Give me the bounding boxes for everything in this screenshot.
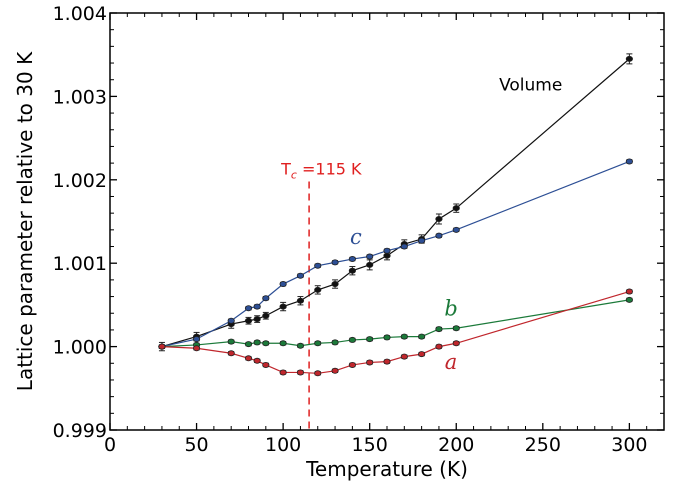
tc-label: Tc =115 K bbox=[280, 159, 362, 181]
series-line-volume bbox=[161, 58, 630, 348]
data-point bbox=[383, 247, 391, 254]
data-point bbox=[296, 342, 305, 349]
data-point bbox=[314, 286, 322, 293]
series-volume bbox=[158, 53, 633, 352]
data-point bbox=[279, 281, 287, 288]
y-tick-label: 1.002 bbox=[53, 170, 107, 192]
data-point bbox=[244, 305, 253, 312]
data-point bbox=[296, 369, 305, 376]
data-point bbox=[452, 205, 460, 212]
data-point bbox=[244, 341, 253, 348]
data-point bbox=[192, 336, 201, 343]
data-point bbox=[331, 339, 339, 346]
axes-layer: 0 50 100 150 200 250 300 0.999 1.000 1.001 1.002 1.… bbox=[13, 3, 665, 481]
data-point bbox=[418, 351, 426, 358]
data-point bbox=[418, 237, 426, 244]
data-point bbox=[262, 312, 270, 319]
x-axis-title: Temperature (K) bbox=[305, 457, 468, 481]
x-tick-label: 250 bbox=[525, 434, 561, 456]
series-c bbox=[158, 158, 633, 350]
y-tick-label: 1.004 bbox=[53, 3, 107, 25]
x-tick-label: 50 bbox=[184, 434, 208, 456]
y-tick-label: 1.003 bbox=[53, 86, 107, 108]
data-point bbox=[400, 243, 408, 250]
data-point bbox=[253, 316, 261, 323]
data-point bbox=[158, 343, 166, 350]
series-label-c: c bbox=[350, 225, 362, 249]
data-point bbox=[348, 361, 356, 368]
data-point bbox=[348, 267, 356, 274]
data-point bbox=[435, 215, 443, 222]
data-point bbox=[452, 226, 460, 233]
data-point bbox=[244, 317, 253, 324]
data-point bbox=[253, 303, 261, 310]
x-tick-label: 100 bbox=[265, 434, 301, 456]
data-point bbox=[331, 281, 339, 288]
series-label-b: b bbox=[444, 297, 457, 321]
data-point bbox=[279, 340, 287, 347]
data-point bbox=[253, 339, 261, 346]
data-point bbox=[383, 334, 391, 341]
data-point bbox=[435, 343, 443, 350]
data-point bbox=[625, 288, 633, 295]
data-point bbox=[400, 353, 408, 360]
annotation-layer: Tc =115 K Volume c b a bbox=[280, 76, 562, 375]
data-point bbox=[452, 340, 460, 347]
data-point bbox=[418, 333, 426, 340]
series-layer bbox=[158, 53, 633, 377]
data-point bbox=[262, 361, 270, 368]
data-point bbox=[279, 303, 287, 310]
data-point bbox=[625, 296, 633, 303]
series-label-volume: Volume bbox=[499, 76, 562, 96]
data-point bbox=[331, 367, 339, 374]
data-point bbox=[227, 317, 235, 324]
data-point bbox=[366, 336, 374, 343]
x-tick-label: 300 bbox=[611, 434, 647, 456]
y-tick-label: 0.999 bbox=[53, 420, 107, 442]
data-point bbox=[348, 256, 356, 263]
series-a bbox=[158, 288, 633, 377]
x-tick-label: 150 bbox=[352, 434, 388, 456]
data-point bbox=[435, 326, 443, 333]
data-point bbox=[383, 358, 391, 365]
data-point bbox=[400, 333, 408, 340]
series-line-a bbox=[161, 290, 630, 374]
data-point bbox=[366, 253, 374, 260]
data-point bbox=[227, 338, 235, 345]
data-point bbox=[348, 336, 356, 343]
data-point bbox=[452, 325, 460, 332]
plot-frame bbox=[109, 12, 665, 431]
data-point bbox=[435, 232, 443, 239]
y-tick-label: 1.000 bbox=[53, 337, 107, 359]
data-point bbox=[625, 158, 633, 165]
data-point bbox=[314, 370, 322, 377]
data-point bbox=[253, 357, 261, 364]
data-point bbox=[262, 295, 270, 302]
data-point bbox=[296, 272, 305, 279]
data-point bbox=[366, 261, 374, 268]
data-point bbox=[314, 340, 322, 347]
data-point bbox=[296, 297, 305, 304]
y-axis-title: Lattice parameter relative to 30 K bbox=[13, 51, 37, 391]
data-point bbox=[383, 252, 391, 259]
data-point bbox=[192, 345, 201, 352]
data-point bbox=[625, 55, 633, 62]
data-point bbox=[331, 259, 339, 266]
data-point bbox=[262, 340, 270, 347]
data-point bbox=[366, 359, 374, 366]
y-tick-label: 1.001 bbox=[53, 253, 107, 275]
data-point bbox=[227, 350, 235, 357]
x-tick-label: 200 bbox=[438, 434, 474, 456]
x-tick-label: 0 bbox=[104, 434, 116, 456]
data-point bbox=[279, 369, 287, 376]
data-point bbox=[244, 355, 253, 362]
data-point bbox=[314, 262, 322, 269]
series-label-a: a bbox=[445, 350, 458, 374]
